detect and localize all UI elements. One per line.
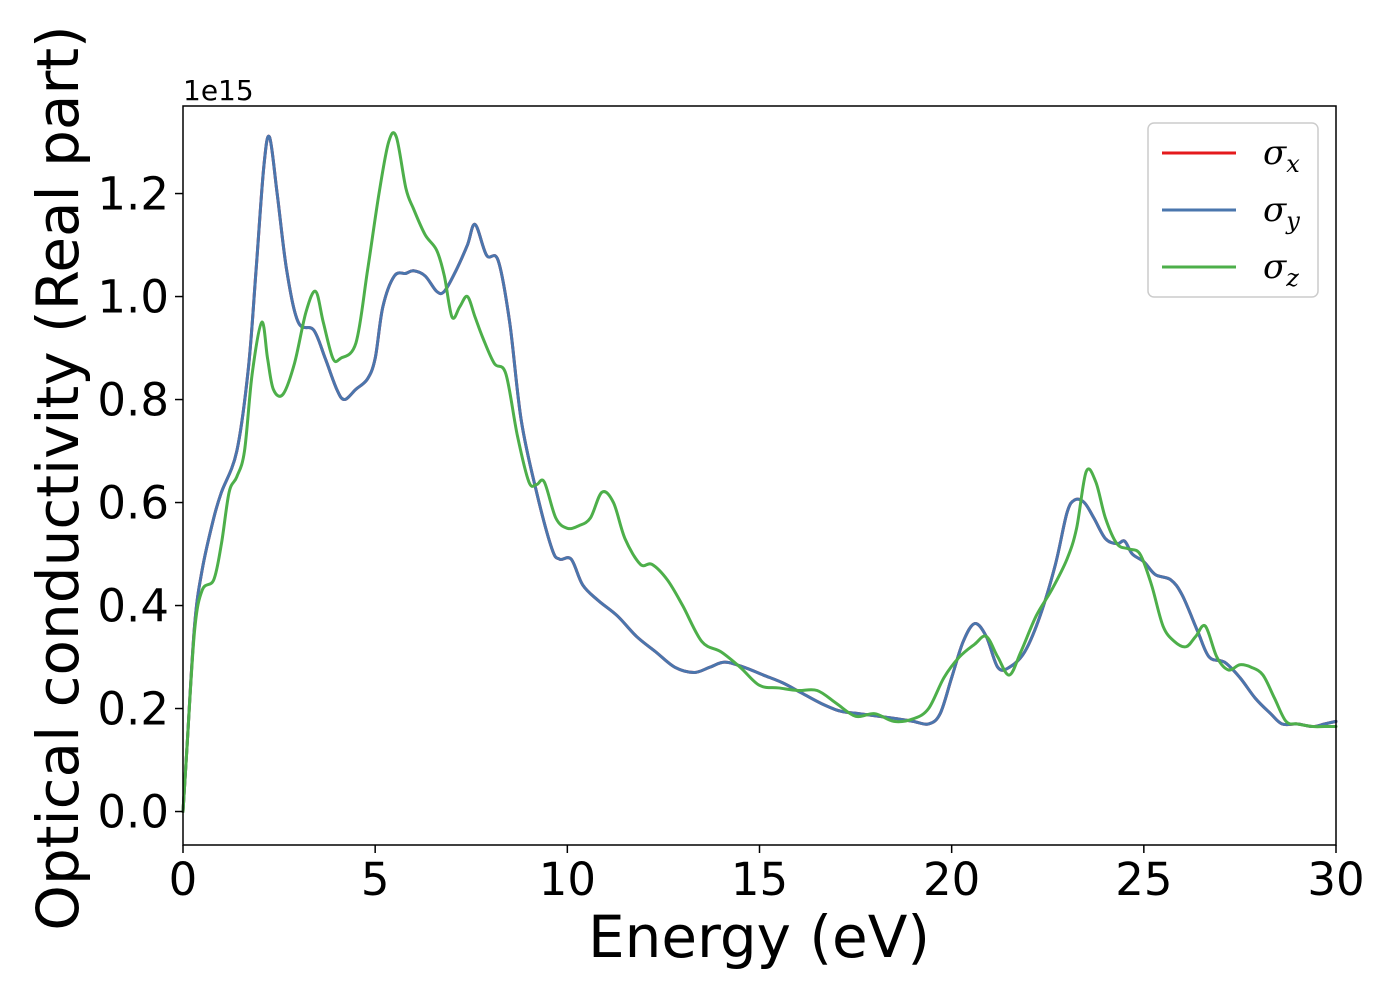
x-tick-label: 30 bbox=[1307, 853, 1364, 906]
y-tick-label: 0.2 bbox=[97, 683, 169, 736]
x-tick-label: 20 bbox=[923, 853, 980, 906]
series-layer bbox=[181, 131, 1338, 814]
x-tick-label: 5 bbox=[361, 853, 390, 906]
x-axis-label: Energy (eV) bbox=[588, 903, 930, 971]
y-offset-label: 1e15 bbox=[183, 74, 254, 107]
x-tick-label: 15 bbox=[731, 853, 788, 906]
x-axis: 0 5 10 15 20 25 30 bbox=[169, 845, 1365, 906]
y-tick-label: 1.0 bbox=[97, 271, 169, 324]
y-axis-label: Optical conductivity (Real part) bbox=[24, 25, 92, 930]
y-axis: 0.0 0.2 0.4 0.6 0.8 1.0 1.2 bbox=[97, 168, 183, 839]
y-tick-label: 0.0 bbox=[97, 786, 169, 839]
y-tick-label: 1.2 bbox=[97, 168, 169, 221]
y-tick-label: 0.6 bbox=[97, 477, 169, 530]
x-tick-label: 25 bbox=[1115, 853, 1172, 906]
x-tick-label: 10 bbox=[539, 853, 596, 906]
x-tick-label: 0 bbox=[169, 853, 198, 906]
plot-area bbox=[183, 106, 1336, 845]
series-line-z bbox=[181, 131, 1338, 814]
y-tick-label: 0.8 bbox=[97, 374, 169, 427]
y-tick-label: 0.4 bbox=[97, 580, 169, 633]
